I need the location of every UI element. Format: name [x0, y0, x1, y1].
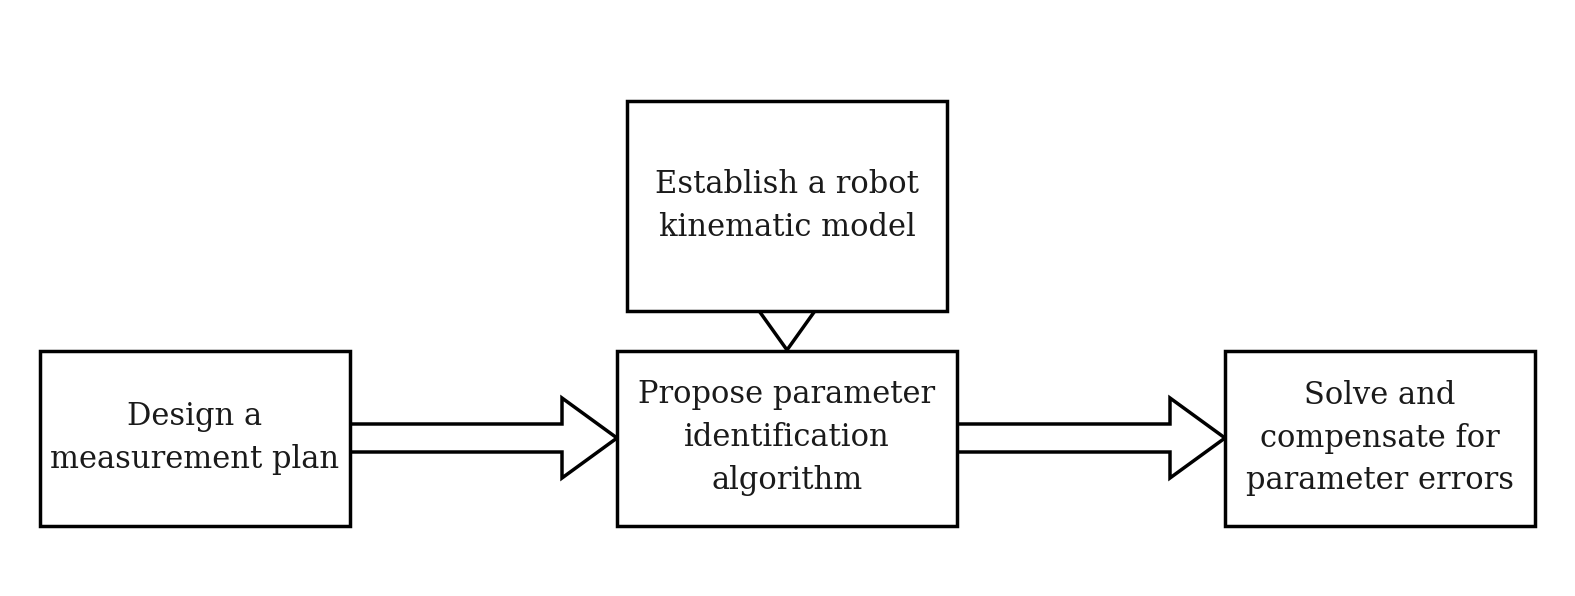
Text: Design a
measurement plan: Design a measurement plan: [50, 401, 340, 475]
FancyBboxPatch shape: [39, 350, 350, 526]
Polygon shape: [958, 398, 1225, 478]
Text: Solve and
compensate for
parameter errors: Solve and compensate for parameter error…: [1246, 380, 1514, 496]
Polygon shape: [350, 398, 617, 478]
FancyBboxPatch shape: [1225, 350, 1536, 526]
FancyBboxPatch shape: [627, 101, 947, 311]
FancyBboxPatch shape: [617, 350, 958, 526]
Text: Propose parameter
identification
algorithm: Propose parameter identification algorit…: [638, 380, 936, 496]
Polygon shape: [737, 280, 836, 350]
Text: Establish a robot
kinematic model: Establish a robot kinematic model: [655, 169, 918, 243]
